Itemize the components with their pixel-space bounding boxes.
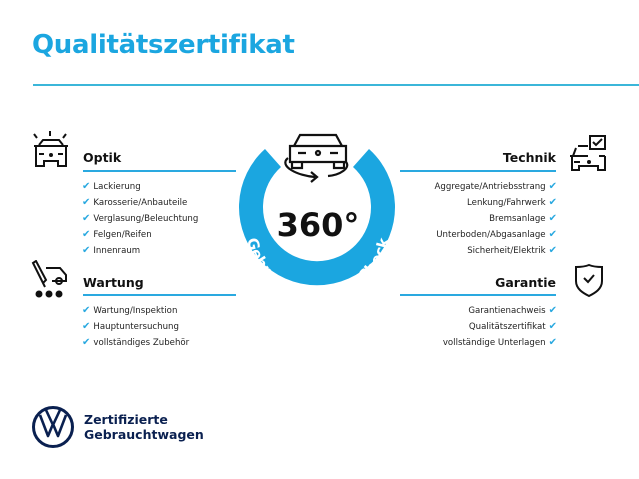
check-icon: ✔: [548, 305, 557, 316]
garantie-list: Garantienachweis ✔ Qualitätszertifikat ✔ v…: [443, 303, 557, 351]
check-icon: ✔: [548, 337, 557, 348]
list-item: Sicherheit/Elektrik ✔: [467, 245, 557, 256]
title-divider: [33, 84, 639, 86]
wartung-list: ✔ Wartung/Inspektion ✔ Hauptuntersuchung ✔…: [82, 303, 189, 351]
list-item: ✔ Innenraum: [82, 245, 141, 256]
page-title: Qualitätszertifikat: [32, 30, 295, 60]
section-heading-optik: Optik: [83, 150, 122, 165]
service-tool-icon: [31, 260, 67, 298]
list-item: ✔ Hauptuntersuchung: [82, 321, 179, 332]
check-icon: ✔: [82, 305, 91, 316]
optik-list: ✔ Lackierung ✔ Karosserie/Anbauteile ✔ Verg…: [82, 179, 198, 259]
technik-divider: [400, 170, 556, 172]
section-heading-garantie: Garantie: [495, 275, 556, 290]
check-icon: ✔: [548, 245, 557, 256]
wartung-divider: [83, 294, 236, 296]
list-item: Aggregate/Antriebsstrang ✔: [434, 181, 557, 192]
list-item: ✔ Felgen/Reifen: [82, 229, 152, 240]
list-item: Unterboden/Abgasanlage ✔: [436, 229, 557, 240]
garantie-divider: [400, 294, 556, 296]
list-item: ✔ Lackierung: [82, 181, 141, 192]
shield-check-icon: [575, 263, 603, 298]
logo-text: Zertifizierte Gebrauchtwagen: [84, 412, 204, 442]
list-item: Qualitätszertifikat ✔: [468, 321, 557, 332]
check-icon: ✔: [548, 213, 557, 224]
technik-list: Aggregate/Antriebsstrang ✔ Lenkung/Fahrwe…: [435, 179, 557, 259]
360-value: 360°: [276, 206, 360, 244]
list-item: ✔ Verglasung/Beleuchtung: [82, 213, 199, 224]
360-check-ring: Gebrauchtwagen-Check: [239, 133, 395, 303]
car-rotate-icon: [284, 133, 349, 183]
car-check-icon: [570, 135, 606, 171]
optik-divider: [83, 170, 236, 172]
check-icon: ✔: [82, 181, 91, 192]
vw-logo: [32, 406, 74, 448]
list-item: Bremsanlage ✔: [489, 213, 557, 224]
check-icon: ✔: [548, 321, 557, 332]
check-icon: ✔: [82, 213, 91, 224]
ring-arc: [239, 149, 395, 286]
logo-line-1: Zertifizierte: [84, 412, 168, 427]
section-heading-technik: Technik: [502, 150, 556, 165]
check-icon: ✔: [82, 337, 91, 348]
list-item: ✔ vollständiges Zubehör: [82, 337, 190, 348]
list-item: vollständige Unterlagen ✔: [442, 337, 557, 348]
list-item: ✔ Karosserie/Anbauteile: [82, 197, 188, 208]
check-icon: ✔: [82, 321, 91, 332]
check-icon: ✔: [82, 245, 91, 256]
list-item: Garantienachweis ✔: [468, 305, 557, 316]
check-icon: ✔: [548, 197, 557, 208]
logo-line-2: Gebrauchtwagen: [84, 427, 204, 442]
check-icon: ✔: [548, 181, 557, 192]
check-icon: ✔: [82, 229, 91, 240]
check-icon: ✔: [82, 197, 91, 208]
check-icon: ✔: [548, 229, 557, 240]
section-heading-wartung: Wartung: [83, 275, 144, 290]
car-lights-icon: [33, 131, 68, 167]
list-item: Lenkung/Fahrwerk ✔: [467, 197, 557, 208]
list-item: ✔ Wartung/Inspektion: [82, 305, 178, 316]
